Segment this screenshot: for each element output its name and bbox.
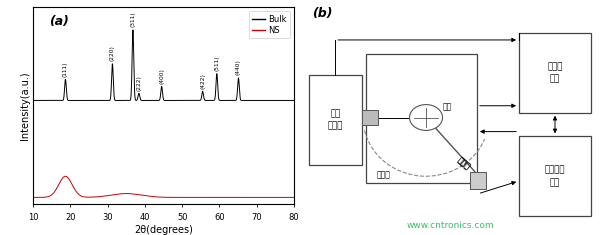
- X-axis label: 2θ(degrees): 2θ(degrees): [134, 225, 193, 235]
- Text: (b): (b): [312, 7, 332, 20]
- Text: (511): (511): [214, 55, 220, 71]
- Text: (220): (220): [110, 45, 115, 61]
- Text: 探测器: 探测器: [455, 156, 472, 172]
- Text: (111): (111): [63, 61, 68, 77]
- Bar: [519, 33, 591, 113]
- Text: (400): (400): [159, 68, 164, 84]
- Text: (311): (311): [130, 12, 136, 27]
- Text: 测角仪: 测角仪: [377, 170, 391, 179]
- Y-axis label: Intensity(a.u.): Intensity(a.u.): [20, 71, 30, 140]
- Text: 射线
发生器: 射线 发生器: [328, 109, 343, 131]
- Bar: [361, 110, 378, 125]
- Text: (422): (422): [200, 73, 205, 89]
- Legend: Bulk, NS: Bulk, NS: [249, 11, 290, 38]
- Text: 测量记录
系统: 测量记录 系统: [545, 165, 565, 187]
- Circle shape: [409, 105, 443, 130]
- Text: 计算机
系统: 计算机 系统: [547, 62, 563, 84]
- Text: 样品: 样品: [443, 103, 452, 112]
- Text: (440): (440): [236, 59, 241, 75]
- Bar: [309, 75, 361, 164]
- Text: www.cntronics.com: www.cntronics.com: [406, 221, 494, 230]
- Text: (a): (a): [49, 15, 68, 28]
- Bar: [470, 172, 486, 189]
- Text: (222): (222): [136, 75, 142, 91]
- Bar: [366, 54, 477, 183]
- Bar: [519, 136, 591, 216]
- Text: 探测器: 探测器: [455, 156, 472, 172]
